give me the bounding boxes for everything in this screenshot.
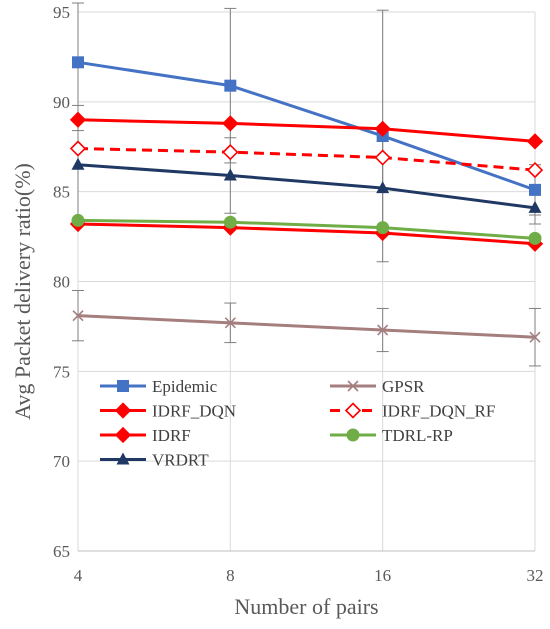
legend-swatch-marker bbox=[114, 426, 132, 444]
data-point bbox=[222, 144, 239, 161]
legend-swatch-marker bbox=[114, 402, 132, 419]
y-tick-label: 95 bbox=[53, 3, 70, 22]
series-line bbox=[77, 163, 536, 210]
y-tick-label: 90 bbox=[53, 93, 70, 112]
y-tick-label: 70 bbox=[53, 452, 70, 471]
data-point bbox=[72, 56, 84, 69]
data-point bbox=[223, 215, 237, 229]
data-point bbox=[223, 168, 237, 181]
series-line bbox=[77, 147, 536, 172]
series-lines bbox=[77, 60, 536, 339]
series-line bbox=[77, 118, 536, 143]
legend-swatch-marker bbox=[116, 452, 130, 465]
error-bars bbox=[72, 2, 541, 367]
y-tick-label: 80 bbox=[53, 273, 70, 292]
legend-label: IDRF bbox=[152, 426, 191, 445]
legend-swatch-marker bbox=[347, 380, 359, 392]
data-point bbox=[526, 133, 544, 150]
series-line bbox=[77, 218, 536, 240]
legend-label: IDRF_DQN_RF bbox=[382, 402, 495, 421]
x-tick-label: 4 bbox=[74, 566, 83, 585]
series-line bbox=[77, 222, 536, 246]
data-point bbox=[374, 149, 391, 166]
legend-swatch-marker bbox=[346, 428, 360, 442]
data-point bbox=[224, 317, 236, 329]
y-tick-label: 75 bbox=[53, 362, 70, 381]
data-point bbox=[528, 231, 542, 245]
legend: Epidemic GPSR IDRF_DQN IDRF_DQN_RF IDRF TDRL-… bbox=[100, 377, 495, 470]
data-point bbox=[374, 120, 391, 137]
x-tick-label: 16 bbox=[374, 566, 391, 585]
legend-label: IDRF_DQN bbox=[152, 402, 236, 421]
y-tick-label: 85 bbox=[53, 183, 70, 202]
legend-label: GPSR bbox=[382, 377, 425, 396]
data-point bbox=[529, 183, 541, 196]
data-point bbox=[529, 331, 541, 343]
data-point bbox=[222, 115, 239, 132]
data-point bbox=[69, 140, 87, 157]
series-markers bbox=[69, 56, 544, 343]
tick-labels: 65 70 75 80 85 90 95 4 8 16 32 bbox=[53, 3, 544, 585]
data-point bbox=[71, 213, 85, 227]
series-line bbox=[77, 60, 536, 192]
y-tick-label: 65 bbox=[53, 542, 70, 561]
legend-swatch-marker bbox=[344, 402, 362, 419]
legend-swatch-marker bbox=[117, 380, 129, 392]
data-point bbox=[526, 161, 544, 179]
data-point bbox=[377, 324, 389, 336]
series-line bbox=[77, 314, 536, 339]
legend-label: Epidemic bbox=[152, 377, 218, 396]
data-point bbox=[71, 157, 85, 170]
x-axis-title: Number of pairs bbox=[234, 594, 378, 619]
data-point bbox=[528, 200, 542, 213]
data-point bbox=[69, 111, 87, 128]
legend-label: TDRL-RP bbox=[382, 426, 453, 445]
y-axis-title: Avg Packet delivery ratio(%) bbox=[10, 163, 35, 420]
x-tick-label: 8 bbox=[226, 566, 235, 585]
legend-label: VRDRT bbox=[152, 451, 209, 470]
x-tick-label: 32 bbox=[527, 566, 544, 585]
data-point bbox=[376, 181, 390, 194]
gridlines bbox=[77, 11, 536, 552]
data-point bbox=[376, 221, 390, 235]
data-point bbox=[224, 79, 237, 92]
data-point bbox=[72, 310, 84, 322]
